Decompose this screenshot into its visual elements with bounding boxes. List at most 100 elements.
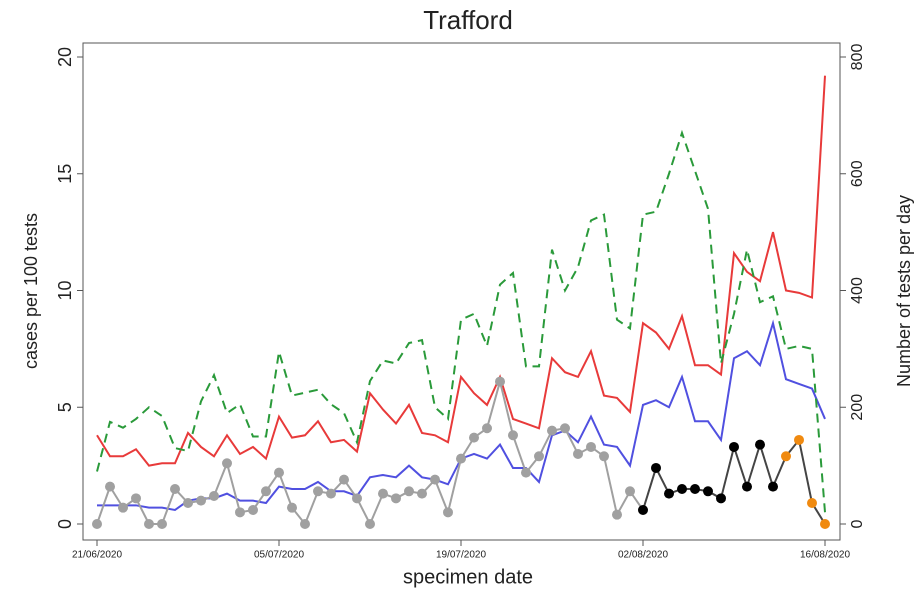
data-point [326, 488, 336, 499]
data-point [313, 486, 323, 497]
x-tick-label: 05/07/2020 [254, 550, 304, 561]
line-segment [447, 458, 462, 513]
data-point [703, 486, 713, 497]
data-point [144, 519, 154, 529]
line-segment [759, 444, 774, 487]
chart-title: Trafford [423, 5, 513, 35]
data-line [96, 75, 826, 467]
y-tick-label: 15 [55, 164, 75, 184]
data-point [560, 423, 570, 434]
data-point [690, 483, 700, 494]
y-tick-label: 20 [55, 47, 75, 67]
data-point [651, 462, 661, 473]
data-point [391, 493, 401, 504]
data-point [638, 504, 648, 515]
y-tick-label: 10 [55, 280, 75, 300]
x-tick-label: 16/08/2020 [800, 550, 850, 561]
data-point [417, 488, 427, 499]
line-segment [772, 455, 787, 488]
data-point [378, 488, 388, 499]
data-point [495, 376, 505, 387]
data-point [430, 474, 440, 485]
data-point [820, 519, 830, 529]
line-segment [603, 456, 618, 515]
data-point [469, 432, 479, 443]
data-point [352, 493, 362, 504]
data-point [482, 423, 492, 434]
data-point [794, 434, 804, 445]
data-point [196, 495, 206, 506]
data-point [118, 502, 128, 513]
data-point [248, 504, 258, 515]
data-point [599, 451, 609, 462]
line-segment [642, 467, 657, 511]
y2-tick-label: 200 [849, 394, 866, 421]
data-point [222, 458, 232, 469]
y2-tick-label: 800 [849, 44, 866, 71]
line-segment [746, 444, 761, 487]
data-point [131, 493, 141, 504]
data-point [573, 448, 583, 459]
x-tick-label: 02/08/2020 [618, 550, 668, 561]
x-axis-label: specimen date [403, 566, 533, 588]
data-point [209, 490, 219, 501]
data-point [547, 425, 557, 436]
y-tick-label: 0 [55, 519, 75, 529]
data-point [287, 502, 297, 513]
y2-tick-label: 600 [849, 160, 866, 187]
line-segment [278, 472, 293, 509]
data-point [339, 474, 349, 485]
line-segment [486, 381, 501, 429]
line-segment [720, 446, 735, 499]
y2-tick-label: 0 [849, 519, 866, 528]
y2-axis-label: Number of tests per day [894, 195, 914, 387]
line-segment [369, 493, 384, 525]
data-point [781, 451, 791, 462]
data-point [274, 467, 284, 478]
data-point [586, 441, 596, 452]
line-segment [226, 463, 241, 513]
data-point [755, 439, 765, 450]
line-segment [304, 490, 319, 525]
x-tick-label: 21/06/2020 [72, 550, 122, 561]
data-point [300, 519, 310, 529]
data-point [404, 486, 414, 497]
data-line [96, 129, 826, 513]
line-segment [512, 434, 527, 473]
line-segment [161, 488, 176, 525]
line-segment [733, 446, 748, 487]
line-segment [499, 381, 514, 436]
data-point [625, 486, 635, 497]
data-point [365, 519, 375, 529]
y-axis-label: cases per 100 tests [21, 213, 41, 369]
data-line [97, 319, 826, 512]
data-point [807, 497, 817, 508]
data-point [677, 483, 687, 494]
data-point [508, 430, 518, 441]
y2-tick-label: 400 [849, 277, 866, 304]
line-segment [434, 479, 449, 513]
data-point [170, 483, 180, 494]
line-segment [96, 486, 111, 525]
plot-frame [82, 42, 841, 541]
data-point [534, 451, 544, 462]
data-point [521, 467, 531, 478]
line-segment [213, 462, 228, 497]
data-point [92, 519, 102, 529]
x-tick-label: 19/07/2020 [436, 550, 486, 561]
data-point [235, 507, 245, 518]
data-point [183, 497, 193, 508]
data-point [105, 481, 115, 492]
data-point [729, 441, 739, 452]
line-segment [798, 439, 813, 504]
data-point [768, 481, 778, 492]
data-point [664, 488, 674, 499]
data-point [612, 509, 622, 520]
data-point [456, 453, 466, 464]
y-tick-label: 5 [55, 402, 75, 412]
data-point [716, 493, 726, 504]
data-point [157, 519, 167, 529]
data-point [443, 507, 453, 518]
data-point [742, 481, 752, 492]
